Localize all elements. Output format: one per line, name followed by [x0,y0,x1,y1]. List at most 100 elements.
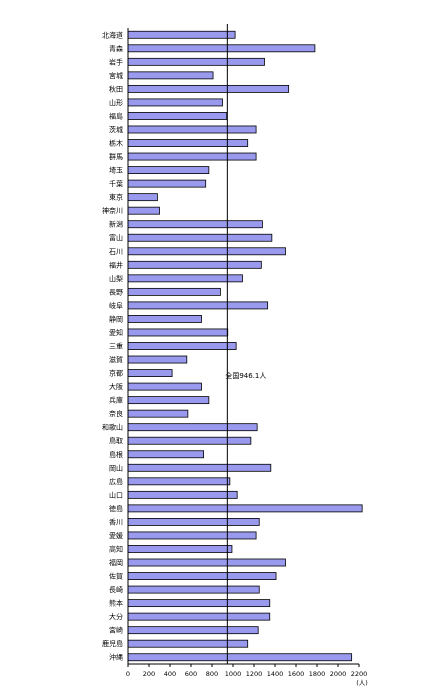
category-label: 京都 [109,369,123,378]
bar [127,342,237,350]
category-label: 大分 [109,612,123,621]
bar [127,152,257,161]
category-label: 奈良 [109,409,123,418]
x-tick-label: 400 [164,670,176,678]
x-tick-label: 1600 [288,670,305,678]
category-label: 島根 [109,450,123,459]
x-axis-ticks: 0 200 400 600 800 1000 1200 1400 1600 1800 2000 220… [126,664,367,678]
category-label: 岐阜 [109,301,123,310]
category-label: 東京 [109,193,123,202]
bar [127,355,188,364]
bar [127,193,158,202]
bar [127,206,160,215]
category-label: 山形 [109,98,123,107]
bar [127,166,210,175]
bar [127,531,257,540]
bar [127,626,259,635]
bar [127,653,353,662]
x-axis-unit-label: (人) [356,679,368,687]
bar [127,139,249,147]
category-label: 長崎 [109,585,123,594]
category-label: 栃木 [109,139,123,148]
category-labels: 北海道青森岩手宮城秋田山形福島茨城栃木群馬埼玉千葉東京神奈川新潟富山石川福井山梨… [102,30,123,661]
category-label: 新潟 [109,220,123,229]
bar [127,233,273,242]
category-label: 福島 [109,111,123,120]
category-label: 三重 [109,343,123,351]
category-label: 岩手 [109,57,123,66]
bar [127,247,286,256]
x-tick-label: 2200 [351,670,368,678]
bar [127,260,262,269]
national-average-label: 全国946.1人 [225,371,266,380]
category-label: 滋賀 [109,355,123,364]
bar [127,315,202,323]
bar [127,30,236,39]
bar [127,490,238,499]
x-tick-label: 1200 [246,670,263,678]
bar [127,518,260,526]
bar [127,287,221,296]
bar [127,612,271,621]
category-label: 茨城 [109,125,123,134]
bar [127,112,228,120]
bar [127,585,260,594]
bar [127,545,233,553]
x-tick-label: 2000 [330,670,347,678]
category-label: 佐賀 [109,572,123,581]
bar [127,220,263,229]
category-label: 宮城 [109,71,123,80]
category-label: 青森 [109,44,123,53]
bar [127,504,363,513]
x-tick-label: 0 [126,670,130,678]
category-label: 群馬 [109,152,123,161]
x-tick-label: 600 [185,670,197,678]
bar [127,44,316,53]
category-label: 神奈川 [102,206,123,215]
bar [127,436,252,445]
category-label: 岡山 [109,463,123,472]
x-tick-label: 1000 [225,670,242,678]
category-label: 鹿児島 [102,639,123,648]
bar [127,396,210,405]
bar [127,84,290,93]
category-label: 千葉 [109,179,123,188]
bar [127,57,265,66]
x-tick-label: 1400 [267,670,284,678]
category-label: 香川 [109,517,123,526]
category-label: 宮崎 [109,626,123,635]
category-label: 静岡 [109,314,123,323]
category-label: 和歌山 [102,423,123,432]
category-label: 秋田 [109,84,123,93]
category-label: 富山 [109,233,123,242]
category-label: 鳥取 [109,436,123,445]
category-label: 熊本 [109,599,123,608]
category-label: 埼玉 [109,166,123,175]
category-label: 兵庫 [109,396,123,405]
bar [127,639,249,648]
bar [127,369,173,377]
bar [127,98,223,107]
bar [127,301,269,310]
category-label: 山梨 [109,274,123,283]
x-tick-label: 200 [143,670,155,678]
bar [127,558,286,567]
category-label: 山口 [109,490,123,499]
bar [127,179,207,188]
bar [127,423,258,432]
bar [127,450,204,459]
bar [127,382,202,391]
bar [127,477,231,486]
category-label: 福井 [109,260,123,269]
x-tick-label: 800 [206,670,218,678]
bar [127,409,189,418]
bar [127,328,229,337]
bar [127,125,257,134]
category-label: 広島 [109,477,123,486]
category-label: 長野 [109,288,123,296]
category-label: 大阪 [109,382,123,391]
x-tick-label: 1800 [309,670,326,678]
category-label: 愛知 [109,328,123,337]
bar [127,71,214,80]
